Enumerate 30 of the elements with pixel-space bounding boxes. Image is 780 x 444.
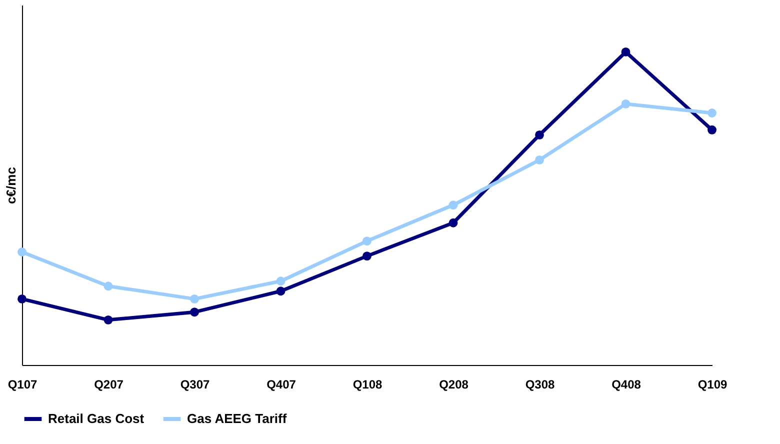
y-axis-title: c€/mc xyxy=(4,167,18,204)
point xyxy=(362,252,372,261)
point xyxy=(535,130,544,140)
point xyxy=(362,236,372,246)
point xyxy=(190,294,199,304)
x-tick-label: Q109 xyxy=(698,378,728,392)
x-tick-label: Q408 xyxy=(612,378,642,392)
x-tick-label: Q308 xyxy=(525,378,555,392)
point xyxy=(448,200,458,210)
point xyxy=(18,294,26,304)
x-tick-label: Q207 xyxy=(94,378,124,392)
point xyxy=(276,276,286,286)
point xyxy=(190,308,199,317)
x-tick-label: Q108 xyxy=(352,378,382,392)
point xyxy=(276,286,286,296)
point xyxy=(18,248,26,256)
point xyxy=(708,108,716,118)
point xyxy=(621,99,630,108)
legend-label: Gas AEEG Tariff xyxy=(187,411,288,426)
point xyxy=(104,282,113,291)
point xyxy=(708,125,716,134)
point xyxy=(535,155,544,164)
x-tick-label: Q407 xyxy=(266,378,296,392)
x-tick-label: Q208 xyxy=(439,378,469,392)
point xyxy=(448,218,458,228)
x-tick-label: Q307 xyxy=(180,378,210,392)
point xyxy=(104,315,113,324)
legend-label: Retail Gas Cost xyxy=(48,411,145,426)
x-tick-label: Q107 xyxy=(8,378,38,392)
point xyxy=(621,47,630,56)
